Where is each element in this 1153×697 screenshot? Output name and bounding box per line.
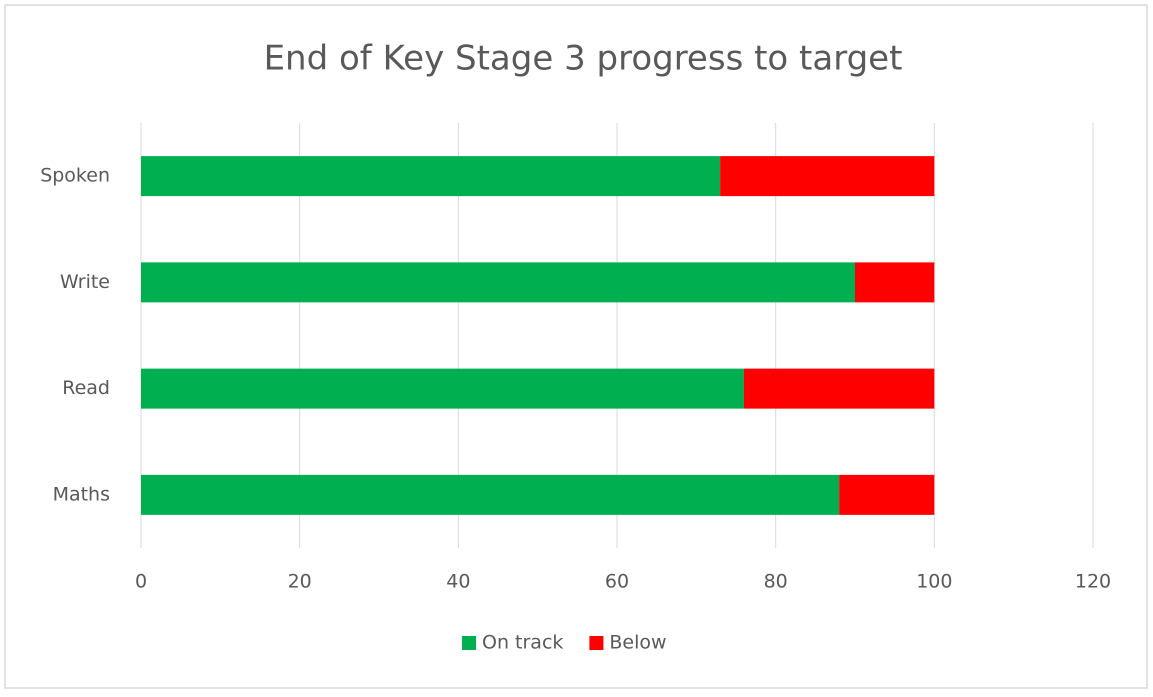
bar-segment <box>141 474 840 515</box>
y-tick-label: Spoken <box>40 165 110 187</box>
x-tick-label: 120 <box>1075 571 1111 593</box>
chart-border <box>4 4 1148 689</box>
x-tick-label: 60 <box>605 571 629 593</box>
y-tick-label: Read <box>62 377 110 399</box>
bar-segment <box>839 474 935 515</box>
bar-segment <box>141 156 721 197</box>
x-tick-label: 100 <box>916 571 952 593</box>
y-tick-label: Maths <box>53 483 110 505</box>
y-tick-label: Write <box>60 271 110 293</box>
legend-label: On track <box>482 632 563 654</box>
x-tick-label: 0 <box>135 571 147 593</box>
legend-swatch <box>589 636 604 650</box>
chart-title: End of Key Stage 3 progress to target <box>264 39 903 79</box>
bar-segment <box>743 368 935 409</box>
x-tick-label: 80 <box>764 571 788 593</box>
bar-segment <box>141 262 855 303</box>
x-tick-label: 40 <box>446 571 470 593</box>
legend-swatch <box>462 636 476 650</box>
bar-segment <box>720 156 935 197</box>
legend-label: Below <box>609 632 666 654</box>
bar-segment <box>141 368 744 409</box>
bar-segment <box>855 262 935 303</box>
x-tick-label: 20 <box>288 571 312 593</box>
